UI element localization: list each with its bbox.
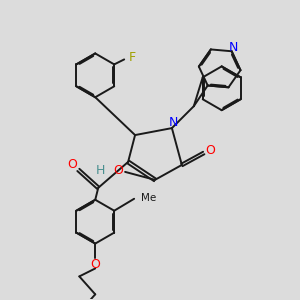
Text: N: N <box>169 116 178 129</box>
Text: H: H <box>95 164 105 177</box>
Text: F: F <box>129 51 136 64</box>
Text: O: O <box>113 164 123 177</box>
Text: O: O <box>205 145 215 158</box>
Text: O: O <box>90 258 100 271</box>
Text: N: N <box>229 41 238 54</box>
Text: O: O <box>68 158 77 171</box>
Text: Me: Me <box>141 193 156 203</box>
